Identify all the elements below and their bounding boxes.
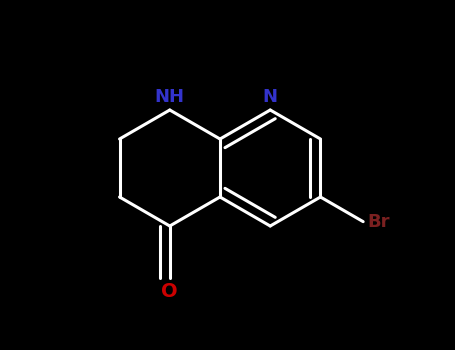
Text: N: N xyxy=(263,88,278,106)
Text: NH: NH xyxy=(155,88,185,106)
Text: O: O xyxy=(162,282,178,301)
Text: Br: Br xyxy=(367,213,389,231)
